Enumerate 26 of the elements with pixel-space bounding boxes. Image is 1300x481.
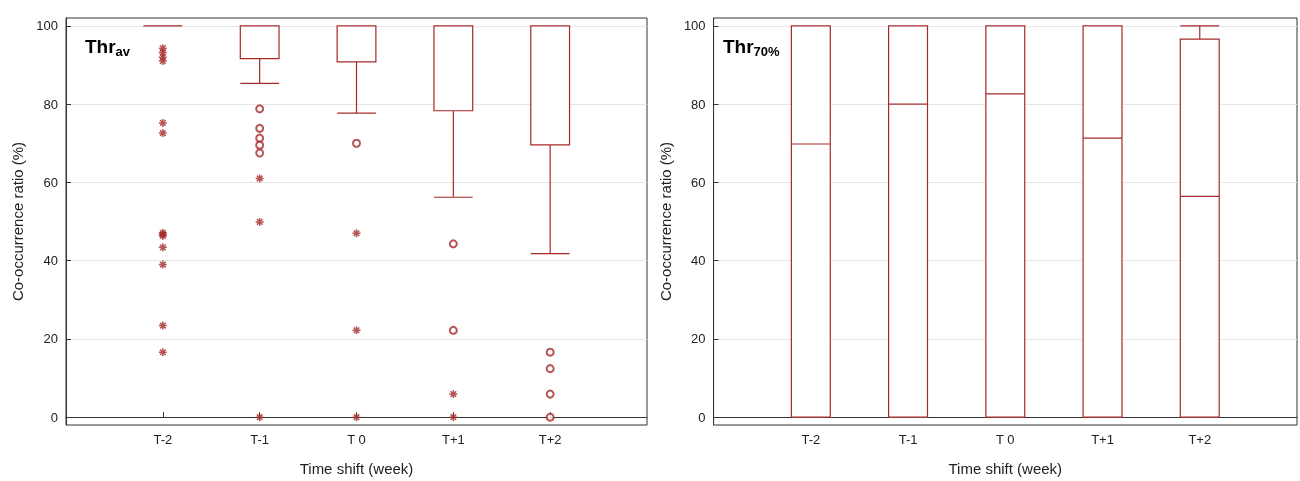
y-tick-label: 100 — [36, 18, 58, 34]
x-tick-label: T 0 — [996, 432, 1015, 447]
x-tick-label: T+2 — [1188, 432, 1212, 447]
y-tick-label: 100 — [683, 18, 706, 34]
y-tick-label: 40 — [43, 253, 58, 269]
y-tick-label: 20 — [691, 331, 706, 347]
y-tick-label: 60 — [43, 174, 58, 190]
y-tick-label: 20 — [43, 331, 58, 347]
y-tick-label: 80 — [43, 96, 58, 112]
x-axis-title: Time shift (week) — [299, 460, 414, 477]
y-tick-label: 0 — [50, 409, 58, 425]
x-tick-label: T+1 — [1091, 432, 1114, 447]
y-tick-label: 0 — [698, 409, 706, 425]
y-axis-title: Co-occurrence ratio (%) — [657, 141, 674, 302]
x-tick-label: T-2 — [801, 432, 821, 447]
y-axis-title: Co-occurrence ratio (%) — [9, 141, 27, 302]
x-tick-label: T+2 — [538, 432, 562, 447]
x-tick-label: T+1 — [441, 432, 465, 447]
y-tick-label: 60 — [691, 174, 706, 190]
y-tick-label: 80 — [691, 96, 706, 112]
x-tick-label: T-1 — [250, 432, 270, 447]
x-axis-title: Time shift (week) — [948, 460, 1063, 477]
x-tick-label: T-2 — [153, 432, 173, 447]
x-tick-label: T-1 — [898, 432, 918, 447]
y-tick-label: 40 — [691, 253, 706, 269]
x-tick-label: T 0 — [347, 432, 366, 447]
